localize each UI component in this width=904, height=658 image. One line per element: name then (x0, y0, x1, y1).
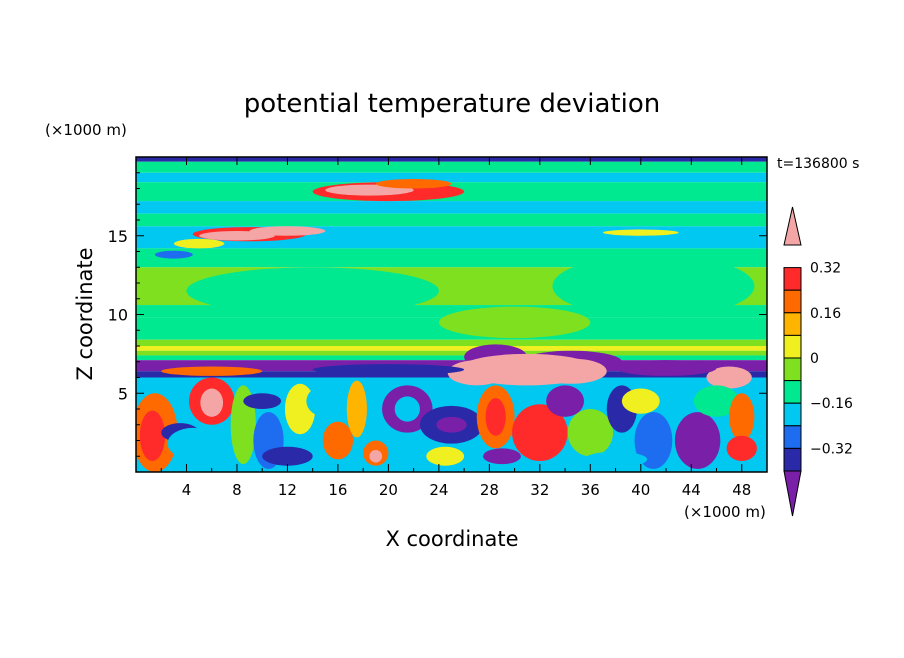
contour-blob-19 (312, 364, 465, 376)
contour-blob-35 (369, 449, 383, 463)
contour-blob-54 (726, 435, 757, 461)
contour-blob-56 (262, 446, 313, 466)
y-tick-label: 15 (108, 227, 128, 246)
contour-blob-53 (729, 393, 755, 441)
contour-blob-15 (447, 360, 506, 386)
x-axis: 4 8 12 16 20 24 28 32 36 40 44 48 (160, 157, 751, 499)
layer-band-2 (136, 172, 767, 183)
layer-band-1 (136, 161, 767, 173)
layer-band-13 (136, 346, 767, 351)
y-axis-title: Z coordinate (73, 247, 97, 380)
colorbar-bottom-arrow (783, 470, 802, 517)
contour-blob-10 (552, 254, 755, 318)
contour-blob-16 (536, 358, 607, 384)
x-tick-label: 28 (480, 481, 499, 499)
layer-band-5 (136, 213, 767, 227)
colorbar-label: −0.16 (810, 396, 853, 412)
contour-field (136, 157, 767, 472)
x-tick-label: 20 (379, 481, 398, 499)
contour-blob-52 (693, 385, 740, 417)
contour-blob-2 (375, 179, 452, 189)
contour-blob-28 (243, 393, 282, 409)
y-axis: 5 10 15 (108, 172, 767, 457)
colorbar-swatch (783, 357, 802, 382)
layer-band-0 (136, 157, 767, 162)
layer-band-4 (136, 201, 767, 214)
contour-blob-39 (436, 416, 467, 433)
contour-blob-40 (426, 446, 465, 466)
colorbar: 0.32 0.16 0 −0.16 −0.32 (783, 206, 853, 517)
contour-blob-33 (346, 380, 367, 438)
colorbar-swatch (783, 380, 802, 404)
layer-band-16 (136, 360, 767, 372)
contour-blob-55 (621, 388, 660, 414)
x-tick-label: 44 (682, 481, 701, 499)
time-label: t=136800 s (777, 156, 859, 172)
colorbar-swatch (783, 289, 802, 314)
contour-blob-32 (322, 421, 354, 460)
colorbar-swatch (783, 447, 802, 472)
colorbar-top-arrow (783, 206, 802, 246)
contour-blob-18 (615, 360, 717, 376)
x-tick-label: 12 (278, 481, 297, 499)
contour-blob-42 (485, 397, 506, 436)
contour-blob-45 (512, 404, 568, 461)
colorbar-swatch (783, 425, 802, 449)
contour-blob-8 (602, 229, 679, 236)
colorbar-swatch (783, 267, 802, 291)
x-tick-label: 8 (232, 481, 242, 499)
contour-blob-46 (546, 385, 585, 417)
layer-band-15 (136, 355, 767, 361)
y-tick-label: 10 (108, 306, 128, 325)
contour-blob-6 (173, 238, 225, 249)
x-tick-label: 4 (182, 481, 192, 499)
colorbar-swatch (783, 334, 802, 359)
x-tick-label: 48 (732, 481, 751, 499)
contour-blob-31 (306, 385, 345, 417)
chart-title: potential temperature deviation (244, 89, 660, 119)
contour-blob-22 (139, 410, 166, 461)
colorbar-label: 0.16 (810, 306, 841, 322)
contour-blob-17 (706, 366, 752, 389)
colorbar-swatch (783, 402, 802, 427)
x-tick-label: 36 (581, 481, 600, 499)
contour-blob-24 (200, 388, 224, 417)
contour-blob-26 (167, 427, 219, 460)
contour-blob-20 (161, 366, 263, 376)
x-axis-title: X coordinate (385, 527, 518, 551)
contour-blob-57 (584, 451, 648, 468)
colorbar-label: −0.32 (810, 441, 853, 457)
y-unit-label: (×1000 m) (45, 121, 127, 139)
x-unit-label: (×1000 m) (684, 503, 766, 521)
colorbar-label: 0 (810, 351, 819, 367)
x-tick-label: 24 (429, 481, 448, 499)
contour-blob-47 (567, 409, 614, 457)
contour-blob-5 (249, 226, 326, 236)
x-tick-label: 16 (328, 481, 347, 499)
y-tick-label: 5 (118, 384, 128, 403)
layer-band-12 (136, 339, 767, 346)
colorbar-label: 0.32 (810, 261, 841, 277)
contour-blob-9 (186, 267, 439, 315)
colorbar-swatch (783, 312, 802, 336)
contour-blob-11 (438, 306, 591, 339)
x-tick-label: 32 (530, 481, 549, 499)
contour-blob-51 (682, 421, 713, 460)
x-tick-label: 40 (631, 481, 650, 499)
contour-blob-49 (634, 412, 673, 469)
layer-band-14 (136, 350, 767, 356)
contour-blob-37 (394, 396, 420, 422)
contour-blob-7 (154, 250, 193, 259)
contour-blob-43 (483, 448, 521, 465)
